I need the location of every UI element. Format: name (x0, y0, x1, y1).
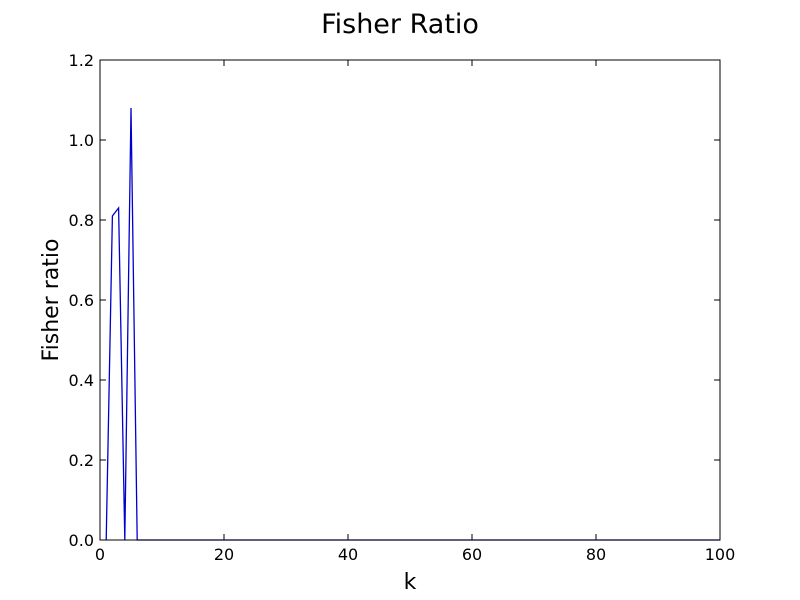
y-tick-label: 0.4 (69, 371, 94, 390)
x-tick-label: 40 (338, 545, 358, 564)
y-tick-label: 1.2 (69, 51, 94, 70)
x-tick-label: 80 (586, 545, 606, 564)
x-tick-label: 60 (462, 545, 482, 564)
x-axis-label: k (404, 570, 417, 595)
plot-frame (99, 59, 721, 541)
y-tick-label: 0.0 (69, 531, 94, 550)
y-tick-label: 0.6 (69, 291, 94, 310)
y-tick-label: 0.2 (69, 451, 94, 470)
y-axis-label: Fisher ratio (39, 239, 64, 362)
x-axis: 0 20 40 60 80 100 (95, 60, 735, 564)
x-tick-label: 20 (214, 545, 234, 564)
chart-title: Fisher Ratio (321, 9, 479, 40)
plot-area (100, 60, 720, 540)
x-tick-label: 100 (705, 545, 736, 564)
x-tick-label: 0 (95, 545, 105, 564)
y-tick-label: 0.8 (69, 211, 94, 230)
y-tick-label: 1.0 (69, 131, 94, 150)
